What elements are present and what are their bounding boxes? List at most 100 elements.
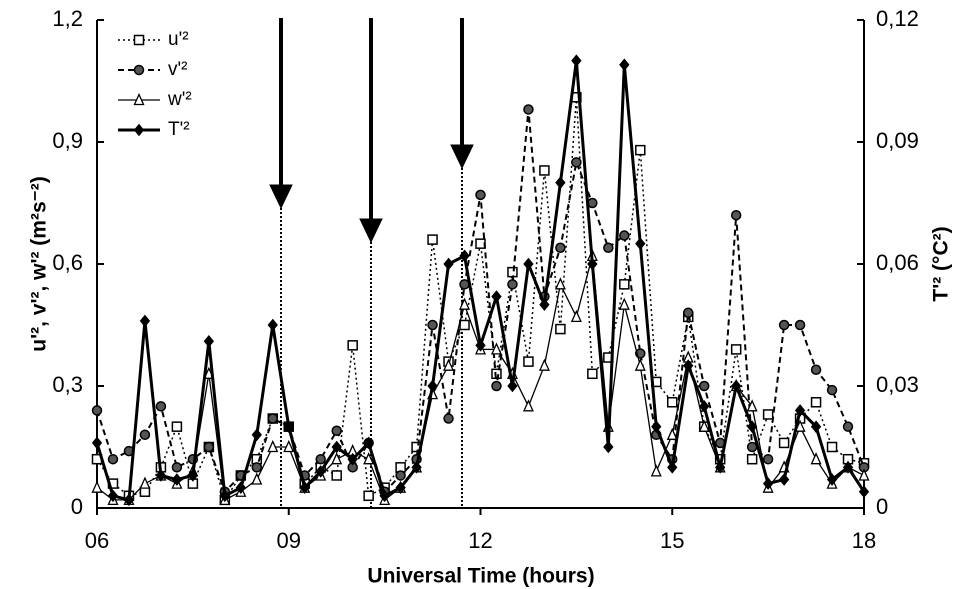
marker xyxy=(363,436,374,450)
marker xyxy=(267,318,278,332)
series-line xyxy=(95,60,866,502)
y2-tick-label: 0,09 xyxy=(876,128,919,153)
marker xyxy=(203,441,215,453)
marker xyxy=(347,340,358,351)
marker xyxy=(555,242,566,253)
x-tick-label: 18 xyxy=(852,528,876,553)
marker xyxy=(778,319,790,331)
legend-label: w'² xyxy=(167,89,192,110)
y-tick-label: 0 xyxy=(71,494,83,519)
y-tick-label: 0,9 xyxy=(52,128,83,153)
marker xyxy=(363,452,375,465)
marker xyxy=(491,368,502,380)
y-tick-label: 0,3 xyxy=(52,372,83,397)
marker xyxy=(794,319,806,331)
marker xyxy=(155,469,167,482)
marker xyxy=(778,437,790,449)
marker xyxy=(699,400,710,413)
y2-axis-title: T'² (°C²) xyxy=(930,226,953,301)
marker xyxy=(810,364,822,375)
marker xyxy=(762,409,774,420)
legend-label: v'² xyxy=(168,59,187,80)
marker xyxy=(459,319,470,331)
marker xyxy=(810,420,822,433)
y2-tick-label: 0 xyxy=(876,494,888,519)
legend-marker xyxy=(133,123,145,137)
marker xyxy=(139,314,151,328)
marker xyxy=(171,473,183,486)
marker xyxy=(91,480,103,493)
legend-marker xyxy=(133,64,145,76)
marker xyxy=(123,493,135,507)
marker xyxy=(858,485,870,499)
marker xyxy=(842,461,854,474)
marker xyxy=(187,469,199,482)
marker xyxy=(810,452,822,465)
marker xyxy=(794,404,806,417)
marker xyxy=(619,279,630,290)
marker xyxy=(443,257,454,271)
legend-label: T'² xyxy=(168,119,190,140)
marker xyxy=(715,461,726,474)
marker xyxy=(363,490,374,502)
marker xyxy=(283,420,294,433)
marker xyxy=(634,358,646,371)
marker xyxy=(411,461,422,474)
marker xyxy=(267,413,279,424)
marker xyxy=(315,453,326,465)
series-line xyxy=(96,97,865,502)
marker xyxy=(762,453,774,465)
marker xyxy=(570,309,582,323)
marker xyxy=(523,257,534,271)
marker xyxy=(762,477,774,490)
marker xyxy=(810,397,822,408)
marker xyxy=(331,452,343,465)
marker xyxy=(698,380,710,392)
y-tick-label: 1,2 xyxy=(52,6,83,31)
marker xyxy=(203,334,215,348)
marker xyxy=(107,453,119,465)
marker xyxy=(842,421,854,432)
marker xyxy=(667,397,678,408)
marker xyxy=(555,323,566,335)
marker xyxy=(283,439,295,453)
marker xyxy=(475,189,486,201)
marker xyxy=(475,339,486,352)
marker xyxy=(667,461,678,474)
marker xyxy=(683,359,694,372)
marker xyxy=(826,441,838,453)
x-axis-title: Universal Time (hours) xyxy=(367,565,594,588)
marker xyxy=(251,428,262,442)
marker xyxy=(858,468,870,481)
marker xyxy=(587,257,598,271)
marker xyxy=(379,489,390,503)
marker xyxy=(603,440,614,454)
marker xyxy=(139,476,151,489)
marker xyxy=(650,464,662,477)
marker xyxy=(778,473,790,486)
legend-label: u'² xyxy=(168,29,189,50)
marker xyxy=(459,297,471,310)
marker xyxy=(746,420,758,433)
series xyxy=(91,54,870,507)
marker xyxy=(554,277,566,290)
marker xyxy=(571,157,582,168)
marker xyxy=(251,462,263,473)
marker xyxy=(427,234,438,245)
marker xyxy=(746,399,758,412)
marker xyxy=(826,384,838,396)
marker xyxy=(730,209,742,221)
marker xyxy=(267,439,279,453)
y-axis-title: u'², v'², w'² (m²s⁻²) xyxy=(28,176,51,351)
marker xyxy=(539,165,550,176)
marker xyxy=(539,298,550,311)
marker xyxy=(730,344,742,355)
marker xyxy=(443,358,455,371)
marker xyxy=(746,453,758,465)
y2-tick-label: 0,03 xyxy=(876,372,919,397)
marker xyxy=(459,249,470,263)
marker xyxy=(507,279,518,290)
y2-tick-label: 0,06 xyxy=(876,250,919,275)
marker xyxy=(443,413,454,424)
legend-marker xyxy=(133,34,145,46)
